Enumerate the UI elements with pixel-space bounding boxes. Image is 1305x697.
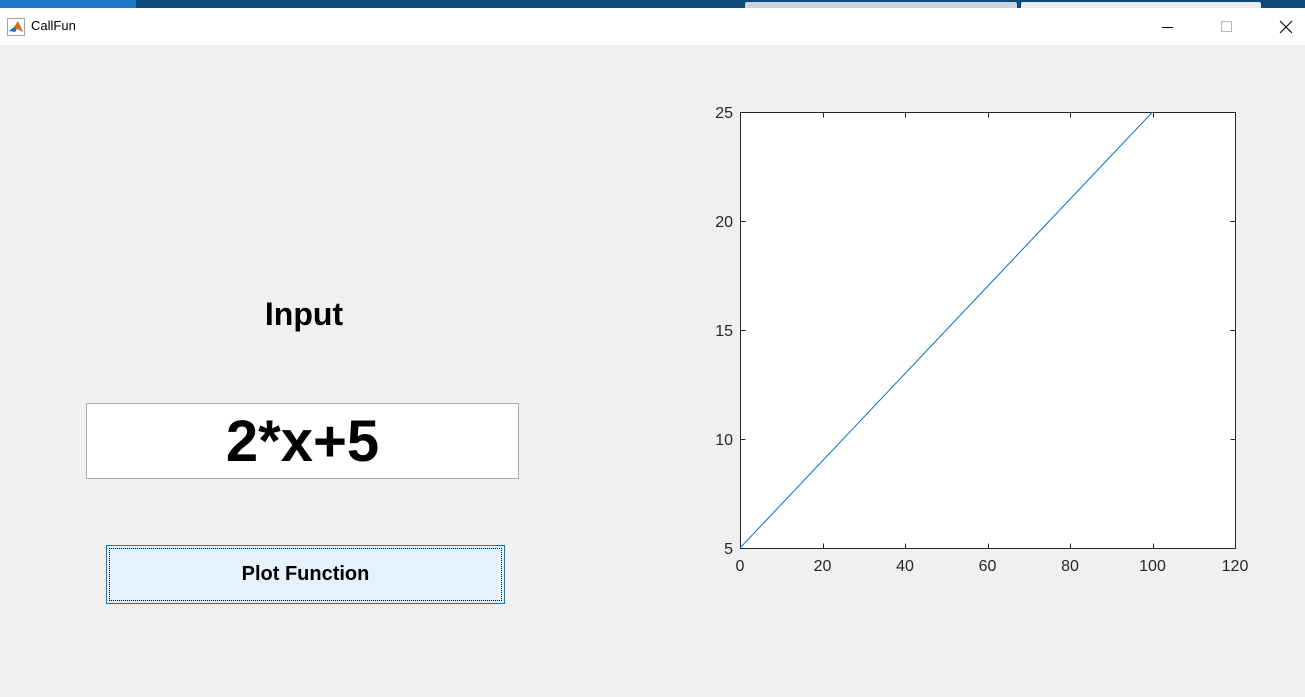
minimize-icon [1162,21,1174,33]
x-tick-label: 60 [979,558,997,575]
plot-function-button[interactable]: Plot Function [106,545,505,604]
series-line [739,111,1153,549]
taskbar-tab [745,2,1017,8]
x-tick-label: 40 [896,558,914,575]
maximize-icon [1221,20,1233,33]
x-tick-label: 80 [1061,558,1079,575]
plot-function-button-label: Plot Function [241,563,370,585]
close-button[interactable] [1263,8,1305,45]
y-tick-label: 25 [715,105,733,122]
y-tick-label: 20 [715,214,733,231]
x-tick-label: 0 [736,558,745,575]
window-title: CallFun [31,18,76,33]
y-tick-label: 10 [715,432,733,449]
maximize-button[interactable] [1204,8,1250,45]
taskbar-active-segment [0,0,136,8]
x-tick-label: 120 [1222,558,1249,575]
matlab-icon [7,18,25,36]
y-tick-label: 15 [715,323,733,340]
series-group [739,111,1153,549]
plot-area [740,112,1236,549]
y-tick-labels: 5 10 15 20 25 [715,105,733,558]
expression-input[interactable] [86,403,519,479]
minimize-button[interactable] [1145,8,1191,45]
title-bar: CallFun [0,8,1305,45]
taskbar-tab [1021,2,1261,8]
tick-marks [740,112,1236,549]
y-tick-label: 5 [724,541,733,558]
taskbar-strip [0,0,1305,8]
x-tick-labels: 0 20 40 60 80 100 120 [736,558,1249,575]
x-tick-label: 20 [814,558,832,575]
x-tick-label: 100 [1139,558,1166,575]
close-icon [1279,20,1293,34]
input-label: Input [264,296,344,332]
